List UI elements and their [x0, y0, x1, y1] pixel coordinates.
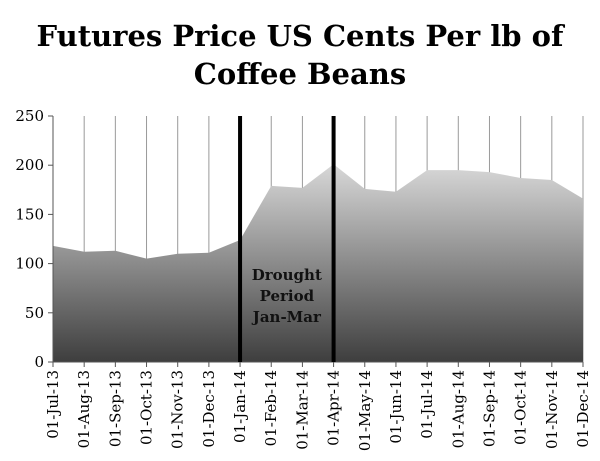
drought-annotation: Drought Period Jan-Mar — [251, 266, 322, 326]
x-tick-label: 01-Dec-14 — [574, 370, 592, 448]
x-tick-label: 01-Nov-13 — [169, 370, 187, 449]
x-tick-label: 01-Jan-14 — [231, 370, 249, 443]
chart-title-line: Futures Price US Cents Per lb of — [37, 19, 566, 53]
y-tick-label: 50 — [25, 304, 44, 322]
area-series — [53, 164, 583, 362]
y-tick-label: 200 — [15, 156, 44, 174]
x-tick-label: 01-May-14 — [356, 370, 374, 451]
x-tick-label: 01-Aug-13 — [75, 370, 93, 448]
chart-title: Futures Price US Cents Per lb of Coffee … — [37, 19, 566, 91]
x-tick-label: 01-Sep-13 — [106, 370, 124, 447]
y-tick-label: 150 — [15, 205, 44, 223]
annotation-line: Jan-Mar — [251, 308, 322, 326]
x-tick-label: 01-Oct-13 — [138, 370, 156, 445]
y-tick-label: 0 — [34, 353, 44, 371]
x-tick-label: 01-Aug-14 — [449, 370, 467, 448]
x-axis-ticks: 01-Jul-13 01-Aug-13 01-Sep-13 01-Oct-13 01-N… — [44, 362, 592, 451]
x-tick-label: 01-Sep-14 — [480, 370, 498, 447]
annotation-line: Drought — [252, 266, 322, 284]
x-tick-label: 01-Feb-14 — [262, 370, 280, 446]
x-tick-label: 01-Jun-14 — [387, 370, 405, 444]
axes — [52, 116, 583, 363]
x-tick-label: 01-Nov-14 — [543, 370, 561, 449]
chart-title-line: Coffee Beans — [194, 57, 406, 91]
y-tick-label: 100 — [15, 255, 44, 273]
x-tick-label: 01-Dec-13 — [200, 370, 218, 448]
x-tick-label: 01-Oct-14 — [512, 370, 530, 445]
x-tick-label: 01-Apr-14 — [325, 370, 343, 446]
x-tick-label: 01-Mar-14 — [293, 370, 311, 450]
annotation-line: Period — [260, 287, 315, 305]
x-tick-label: 01-Jul-13 — [44, 370, 62, 439]
x-tick-label: 01-Jul-14 — [418, 370, 436, 439]
y-axis-ticks: 0 50 100 150 200 250 — [15, 107, 53, 371]
y-tick-label: 250 — [15, 107, 44, 125]
event-markers — [238, 116, 336, 362]
